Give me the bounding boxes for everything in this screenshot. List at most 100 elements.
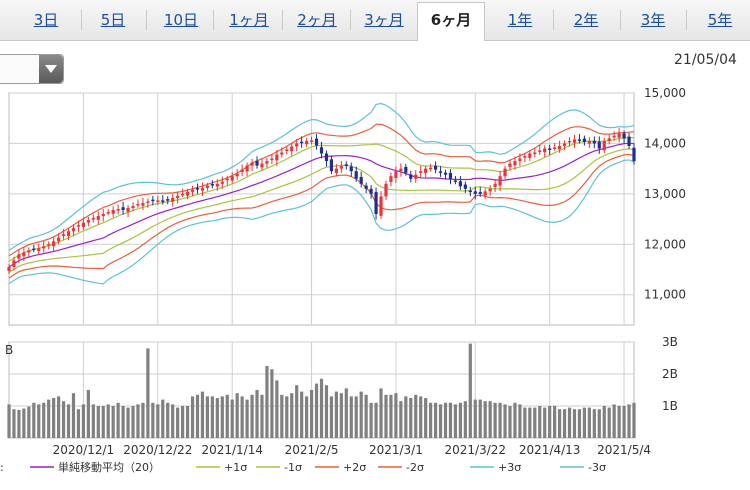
dropdown-button[interactable] bbox=[39, 55, 63, 83]
volume-bar bbox=[275, 380, 279, 438]
volume-bar bbox=[349, 396, 353, 438]
legend-label: 単純移動平均（20） bbox=[58, 460, 160, 474]
candle-up bbox=[171, 197, 175, 202]
volume-bar bbox=[27, 406, 31, 438]
volume-bar bbox=[607, 407, 611, 438]
candle-up bbox=[116, 209, 120, 211]
minus-2-sigma-line bbox=[8, 153, 635, 279]
candle-up bbox=[523, 156, 527, 158]
candle-up bbox=[81, 222, 86, 227]
candle-up bbox=[200, 187, 205, 191]
volume-bar bbox=[503, 404, 507, 438]
volume-bar bbox=[478, 399, 482, 438]
tab-2-months[interactable]: 2ヶ月 bbox=[297, 11, 337, 29]
tab-3-years[interactable]: 3年 bbox=[640, 11, 666, 29]
chevron-down-icon bbox=[45, 65, 57, 73]
tab-3-months[interactable]: 3ヶ月 bbox=[364, 11, 404, 29]
candle-up bbox=[101, 214, 105, 217]
candle-down bbox=[344, 164, 348, 166]
volume-bar bbox=[538, 406, 542, 438]
period-tab-bar: 3日 5日 10日 1ヶ月 2ヶ月 3ヶ月 6ヶ月 1年 2年 3年 5年 bbox=[0, 0, 750, 41]
candle-down bbox=[592, 140, 596, 144]
date-tick-label: 2021/1/14 bbox=[201, 443, 263, 457]
volume-bar bbox=[91, 404, 95, 438]
tab-1-month[interactable]: 1ヶ月 bbox=[229, 11, 269, 29]
volume-bar bbox=[394, 393, 398, 438]
volume-bar bbox=[76, 409, 81, 438]
candle-down bbox=[433, 165, 438, 170]
candle-up bbox=[37, 248, 41, 252]
tab-1-year[interactable]: 1年 bbox=[507, 11, 533, 29]
indicator-dropdown[interactable] bbox=[0, 54, 64, 84]
candle-down bbox=[468, 190, 472, 193]
candle-down bbox=[314, 138, 319, 146]
candle-up bbox=[572, 139, 577, 143]
volume-bar bbox=[572, 409, 577, 438]
volume-bar bbox=[17, 409, 21, 438]
candle-up bbox=[146, 201, 150, 203]
candle-up bbox=[508, 163, 512, 167]
volume-bar bbox=[71, 393, 76, 438]
candle-up bbox=[76, 225, 81, 227]
candle-down bbox=[210, 184, 214, 186]
candle-down bbox=[548, 148, 552, 150]
candle-down bbox=[359, 176, 363, 184]
volume-bar bbox=[473, 399, 477, 438]
volume-tick-label: 2B bbox=[662, 367, 678, 381]
volume-bar bbox=[215, 398, 219, 438]
volume-bar bbox=[220, 396, 224, 438]
volume-bar bbox=[374, 402, 378, 438]
candle-up bbox=[181, 193, 185, 196]
volume-bar bbox=[632, 402, 636, 438]
candle-up bbox=[245, 165, 249, 172]
minus-1-sigma-line bbox=[8, 148, 635, 274]
legend-label: +3σ bbox=[498, 461, 521, 474]
volume-bar bbox=[419, 396, 423, 438]
legend-label: -1σ bbox=[284, 461, 302, 474]
volume-bar bbox=[265, 366, 269, 438]
volume-bar bbox=[319, 378, 324, 438]
candle-up bbox=[185, 191, 190, 196]
volume-bar bbox=[493, 402, 497, 438]
tab-divider bbox=[213, 10, 214, 30]
candle-down bbox=[32, 248, 36, 251]
tab-6-months[interactable]: 6ヶ月 bbox=[417, 2, 485, 41]
candle-down bbox=[582, 138, 586, 142]
volume-bar bbox=[597, 409, 601, 438]
volume-bar bbox=[622, 406, 626, 438]
volume-bar bbox=[433, 402, 438, 438]
volume-bar bbox=[57, 396, 61, 438]
tab-2-years[interactable]: 2年 bbox=[573, 11, 599, 29]
candle-up bbox=[543, 148, 547, 153]
candle-up bbox=[235, 173, 239, 177]
volume-bar bbox=[166, 402, 170, 438]
volume-bar bbox=[468, 343, 472, 438]
tab-3-days[interactable]: 3日 bbox=[33, 11, 59, 29]
volume-bar bbox=[488, 401, 492, 438]
volume-bar bbox=[429, 402, 433, 438]
candle-up bbox=[240, 169, 244, 172]
volume-bar bbox=[250, 394, 254, 438]
tab-5-days[interactable]: 5日 bbox=[100, 11, 126, 29]
volume-bar bbox=[443, 402, 448, 438]
candle-up bbox=[538, 150, 542, 152]
candle-up bbox=[602, 140, 606, 151]
tab-5-years[interactable]: 5年 bbox=[707, 11, 733, 29]
volume-bar bbox=[101, 406, 105, 438]
volume-bar bbox=[523, 407, 527, 438]
volume-bar bbox=[32, 402, 36, 438]
candle-down bbox=[166, 199, 170, 201]
volume-bar bbox=[81, 404, 86, 438]
candle-up bbox=[587, 140, 591, 144]
candle-up bbox=[111, 210, 115, 214]
candle-down bbox=[151, 199, 155, 202]
volume-bar bbox=[414, 394, 418, 438]
candle-up bbox=[71, 228, 76, 232]
volume-bar bbox=[156, 404, 160, 438]
volume-bar bbox=[116, 402, 120, 438]
candle-down bbox=[409, 174, 413, 179]
tab-10-days[interactable]: 10日 bbox=[163, 11, 199, 29]
volume-bar bbox=[448, 402, 453, 438]
candle-up bbox=[384, 183, 388, 197]
volume-bar bbox=[557, 409, 562, 438]
